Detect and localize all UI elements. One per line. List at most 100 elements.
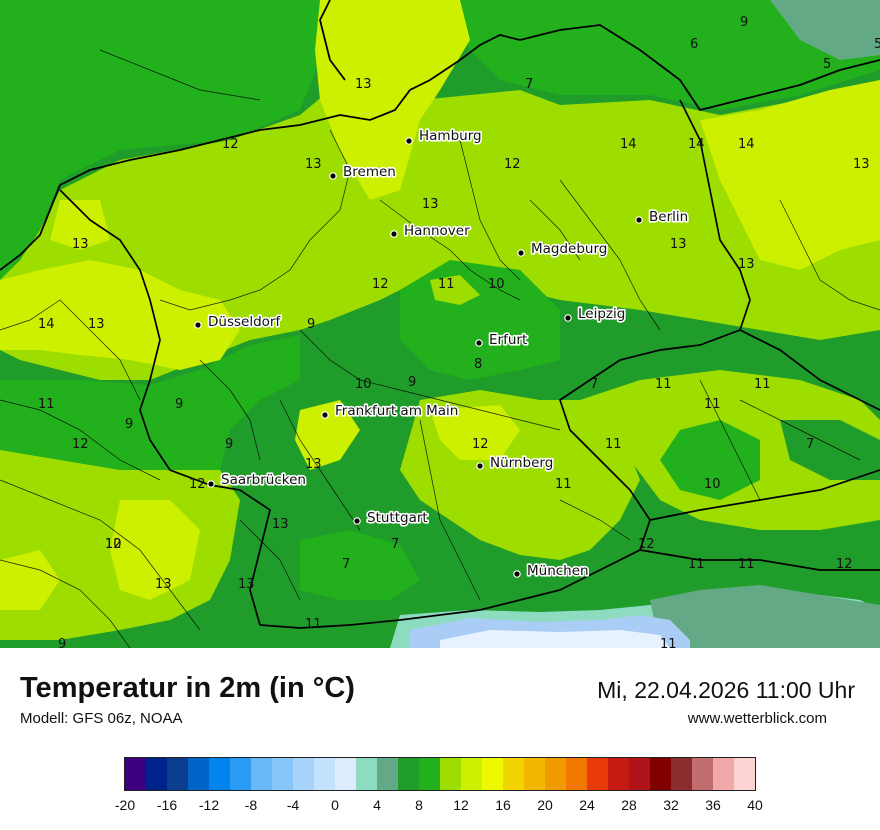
isotherm-label: 7	[806, 437, 814, 452]
temp-zone-alps-white	[440, 630, 670, 648]
city-label: Magdeburg	[531, 241, 607, 257]
isotherm-label: 11	[660, 637, 677, 648]
temp-zone-14-north	[315, 0, 470, 200]
legend-swatch	[272, 758, 293, 790]
city-nuernberg[interactable]: Nürnberg Nürnberg	[476, 453, 555, 473]
isotherm-labels: 9 6 5 5 13 7 12 13 12 14 14 14 13 13 13 …	[38, 15, 880, 648]
legend-swatch	[608, 758, 629, 790]
city-label: Düsseldorf	[208, 314, 281, 330]
city-berlin[interactable]: Berlin Berlin	[635, 207, 690, 227]
isotherm-label: 12	[105, 537, 122, 552]
legend-swatch	[545, 758, 566, 790]
regional-borders	[0, 49, 880, 648]
city-dot	[405, 137, 413, 145]
isotherm-label: 11	[305, 617, 322, 632]
isotherm-label: 9	[125, 417, 133, 432]
city-label-halo: Hamburg	[419, 128, 482, 144]
city-label-halo: Frankfurt am Main	[335, 403, 458, 419]
city-label-halo: Erfurt	[489, 332, 527, 348]
isotherm-label: 5	[823, 57, 831, 72]
legend-tick-label: 4	[373, 797, 381, 813]
city-dot	[329, 172, 337, 180]
city-label: Saarbrücken	[221, 472, 306, 488]
city-label-halo: Hannover	[404, 223, 470, 239]
city-muenchen[interactable]: München München	[513, 561, 590, 581]
isotherm-label: 13	[355, 77, 372, 92]
city-label-halo: Saarbrücken	[221, 472, 306, 488]
isotherm-label: 12	[372, 277, 389, 292]
legend-swatch	[293, 758, 314, 790]
isotherm-label: 9	[225, 437, 233, 452]
map-title: Temperatur in 2m (in °C)	[20, 672, 355, 704]
city-label-halo: Düsseldorf	[208, 314, 281, 330]
isotherm-label: 5	[874, 37, 880, 52]
legend-swatch	[209, 758, 230, 790]
city-duesseldorf[interactable]: Düsseldorf Düsseldorf	[194, 312, 283, 332]
legend-tick-label: -12	[198, 797, 220, 813]
temp-zone-14-sw-edge	[0, 550, 60, 610]
isotherm-label: 14	[688, 137, 705, 152]
legend-swatch	[167, 758, 188, 790]
isotherm-label: 10	[105, 537, 122, 552]
isotherm-label: 13	[853, 157, 870, 172]
legend-tick-label: 28	[621, 797, 637, 813]
isotherm-label: 11	[655, 377, 672, 392]
city-leipzig[interactable]: Leipzig Leipzig	[564, 304, 627, 324]
isotherm-label: 13	[272, 517, 289, 532]
isotherm-label: 9	[175, 397, 183, 412]
city-label-halo: Nürnberg	[490, 455, 553, 471]
city-label: Hamburg	[419, 128, 482, 144]
legend-swatch	[713, 758, 734, 790]
city-bremen[interactable]: Bremen Bremen	[329, 162, 397, 182]
temp-zone-8-stuttgart	[300, 530, 420, 600]
isotherm-label: 11	[38, 397, 55, 412]
isotherm-label: 13	[738, 257, 755, 272]
legend-swatch	[125, 758, 146, 790]
city-magdeburg[interactable]: Magdeburg Magdeburg	[517, 239, 609, 259]
legend-swatch	[146, 758, 167, 790]
isotherm-label: 9	[58, 637, 66, 648]
legend-swatch	[587, 758, 608, 790]
isotherm-label: 14	[38, 317, 55, 332]
city-dot	[194, 321, 202, 329]
city-dot	[207, 480, 215, 488]
city-dot	[564, 314, 572, 322]
legend-tick-label: 8	[415, 797, 423, 813]
city-stuttgart[interactable]: Stuttgart Stuttgart	[353, 508, 429, 528]
isotherm-label: 7	[391, 537, 399, 552]
legend-tick-label: 24	[579, 797, 595, 813]
isotherm-label: 12	[638, 537, 655, 552]
isotherm-label: 12	[504, 157, 521, 172]
national-borders	[59, 99, 880, 629]
city-label: Frankfurt am Main	[335, 403, 458, 419]
city-dot	[635, 216, 643, 224]
legend-swatch	[734, 758, 755, 790]
isotherm-label: 10	[488, 277, 505, 292]
city-dot	[517, 249, 525, 257]
legend-tick-label: 12	[453, 797, 469, 813]
legend-tick-label: 36	[705, 797, 721, 813]
city-label: München	[527, 563, 589, 579]
legend-swatch	[629, 758, 650, 790]
city-dot	[513, 570, 521, 578]
city-label-halo: Leipzig	[578, 306, 625, 322]
temp-zone-14-west	[0, 260, 240, 370]
city-label-halo: Stuttgart	[367, 510, 428, 526]
isotherm-label: 13	[72, 237, 89, 252]
isotherm-label: 13	[670, 237, 687, 252]
city-erfurt[interactable]: Erfurt Erfurt	[475, 330, 529, 350]
city-hannover[interactable]: Hannover Hannover	[390, 221, 472, 241]
isotherm-label: 13	[305, 457, 322, 472]
city-hamburg[interactable]: Hamburg Hamburg	[405, 126, 483, 146]
isotherm-label: 11	[704, 397, 721, 412]
model-info: Modell: GFS 06z, NOAA	[20, 710, 183, 727]
legend-tick-label: 20	[537, 797, 553, 813]
city-dot	[475, 339, 483, 347]
city-frankfurt[interactable]: Frankfurt am Main Frankfurt am Main	[321, 401, 460, 421]
city-label: Berlin	[649, 209, 688, 225]
isotherm-label: 13	[238, 577, 255, 592]
isotherm-label: 11	[754, 377, 771, 392]
legend-tick-label: 16	[495, 797, 511, 813]
temp-zone-14-bavaria	[430, 405, 520, 460]
city-saarbruecken[interactable]: Saarbrücken Saarbrücken	[207, 470, 308, 490]
